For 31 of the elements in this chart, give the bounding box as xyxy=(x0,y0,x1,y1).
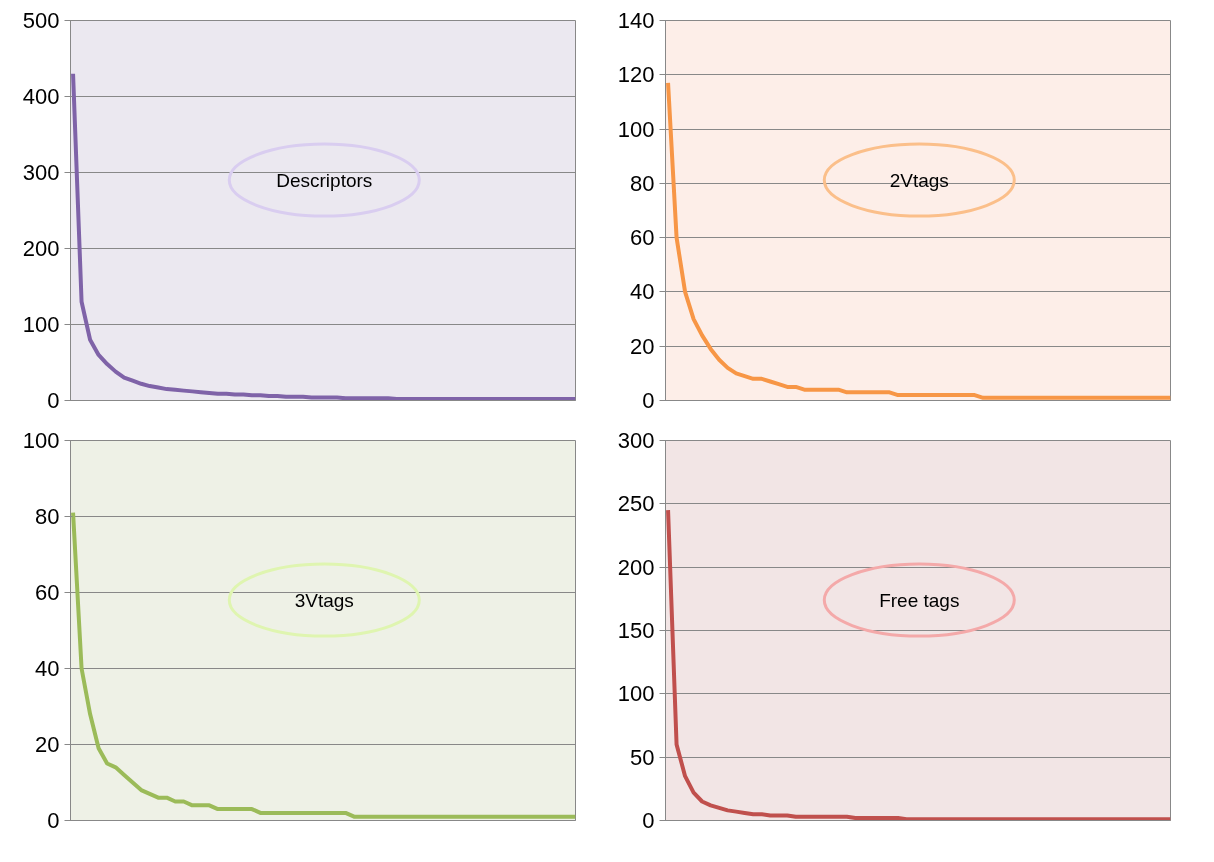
y-tick-label: 0 xyxy=(47,808,60,833)
y-tick-label: 150 xyxy=(617,618,655,643)
y-tick-label: 40 xyxy=(630,279,655,305)
y-tick-label: 100 xyxy=(617,116,655,142)
y-tick-label: 60 xyxy=(35,580,60,605)
y-tick-label: 60 xyxy=(630,225,655,251)
y-tick-label: 100 xyxy=(22,312,60,337)
y-tick-label: 120 xyxy=(617,62,655,88)
y-tick-label: 200 xyxy=(22,236,60,261)
y-tick-label: 300 xyxy=(22,160,60,185)
y-tick-label: 100 xyxy=(617,681,655,707)
y-tick-label: 80 xyxy=(630,170,655,196)
y-tick-label: 0 xyxy=(47,388,60,413)
y-tick-label: 500 xyxy=(22,8,60,33)
y-tick-label: 250 xyxy=(617,491,655,517)
text: Free tags xyxy=(879,589,960,611)
text: 2Vtags xyxy=(889,169,949,191)
y-tick-label: 20 xyxy=(630,333,655,359)
y-tick-label: 0 xyxy=(642,808,655,833)
text: 3Vtags xyxy=(294,589,354,611)
y-tick-label: 20 xyxy=(35,732,60,757)
y-tick-label: 40 xyxy=(35,656,60,681)
y-tick-label: 300 xyxy=(617,428,655,453)
y-tick-label: 400 xyxy=(22,84,60,109)
y-tick-label: 0 xyxy=(642,388,655,413)
y-tick-label: 50 xyxy=(630,744,655,770)
y-tick-label: 100 xyxy=(22,428,60,453)
text: Descriptors xyxy=(276,169,373,191)
y-tick-label: 200 xyxy=(617,554,655,580)
y-tick-label: 80 xyxy=(35,504,60,529)
y-tick-label: 140 xyxy=(617,8,655,33)
